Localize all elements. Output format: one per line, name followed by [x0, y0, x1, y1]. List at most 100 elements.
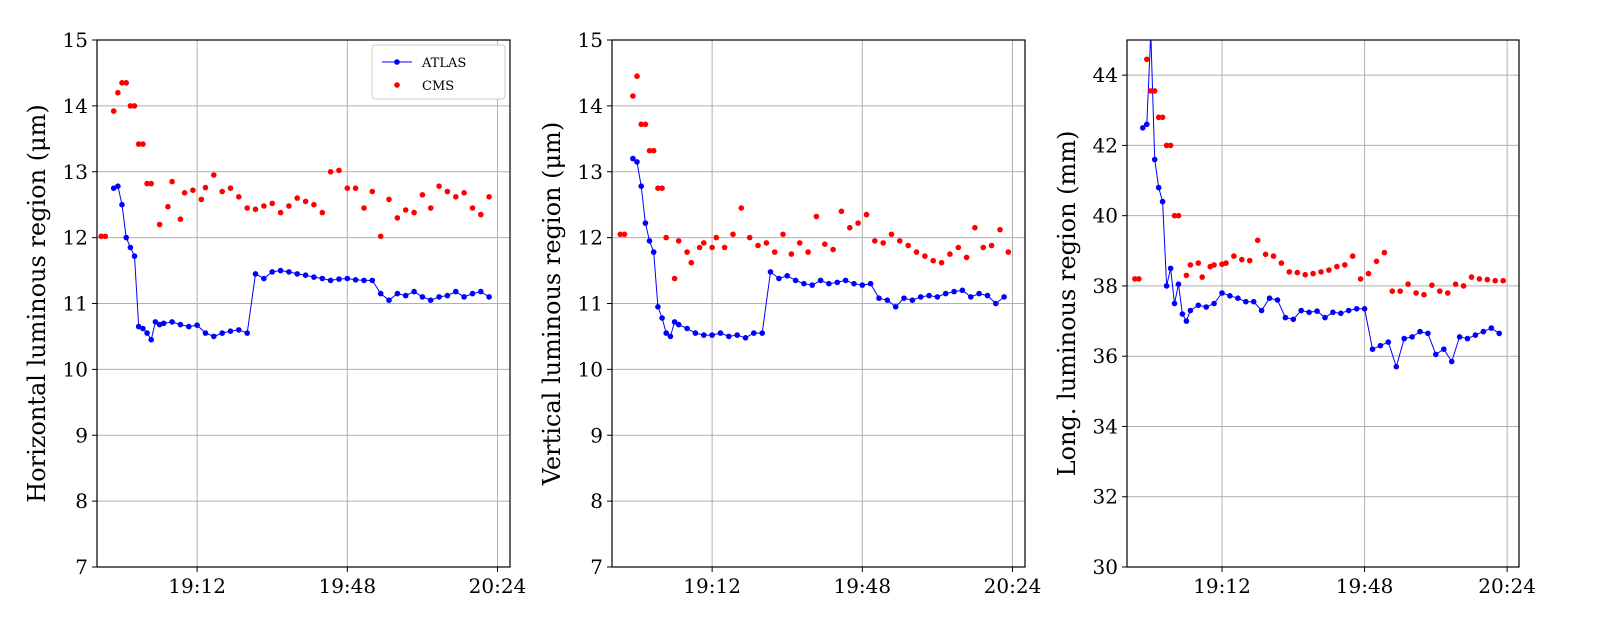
series-atlas	[1140, 40, 1502, 370]
plot-area	[98, 80, 492, 343]
data-point-atlas	[792, 277, 799, 284]
data-point-cms	[788, 251, 795, 257]
data-point-atlas	[148, 336, 154, 343]
data-point-atlas	[236, 327, 242, 333]
series-line-atlas	[113, 185, 490, 341]
y-axis-label: Long. luminous region (mm)	[1053, 131, 1081, 477]
data-point-cms	[997, 226, 1003, 233]
y-tick-label: 11	[578, 292, 603, 316]
data-point-atlas	[1144, 121, 1150, 128]
data-point-cms	[252, 206, 259, 213]
data-point-cms	[1262, 251, 1269, 258]
data-point-cms	[1468, 274, 1475, 280]
data-point-cms	[394, 215, 401, 221]
y-tick-label: 9	[590, 423, 603, 447]
data-point-atlas	[959, 287, 966, 294]
data-point-cms	[98, 233, 104, 240]
y-tick-label: 42	[1093, 133, 1118, 157]
data-point-atlas	[1353, 306, 1360, 312]
data-point-cms	[863, 211, 870, 218]
y-tick-label: 11	[63, 292, 88, 316]
data-point-atlas	[1290, 316, 1297, 323]
data-point-cms	[1148, 88, 1154, 94]
data-point-atlas	[436, 294, 442, 300]
data-point-cms	[972, 224, 978, 231]
series-cms	[98, 80, 492, 240]
data-point-cms	[361, 205, 367, 211]
data-point-atlas	[110, 185, 117, 191]
data-point-cms	[655, 185, 661, 191]
data-point-atlas	[826, 280, 832, 287]
data-point-atlas	[127, 244, 134, 251]
series-atlas	[630, 155, 1007, 341]
data-point-atlas	[311, 274, 317, 280]
data-point-cms	[701, 240, 707, 246]
data-point-cms	[181, 190, 188, 196]
data-point-cms	[1397, 288, 1403, 295]
data-point-atlas	[734, 332, 740, 338]
data-point-cms	[1460, 283, 1467, 289]
data-point-cms	[1144, 56, 1150, 63]
data-point-atlas	[1171, 300, 1178, 307]
data-point-cms	[755, 242, 761, 249]
data-point-atlas	[1401, 335, 1407, 342]
data-point-cms	[675, 238, 682, 244]
series-line-atlas	[632, 158, 1005, 339]
y-tick-label: 12	[63, 226, 88, 250]
data-point-atlas	[751, 330, 757, 336]
data-point-cms	[638, 121, 644, 128]
y-tick-label: 13	[63, 160, 88, 184]
data-point-cms	[955, 244, 962, 251]
data-point-atlas	[1183, 318, 1190, 324]
y-tick-label: 8	[75, 489, 88, 513]
data-point-atlas	[1179, 311, 1186, 317]
data-point-atlas	[144, 330, 150, 336]
data-point-atlas	[663, 330, 669, 336]
data-point-cms	[436, 183, 442, 189]
data-point-cms	[102, 233, 109, 240]
data-point-cms	[1167, 142, 1174, 149]
data-point-cms	[1136, 276, 1142, 282]
data-point-cms	[165, 203, 171, 210]
data-point-cms	[1334, 263, 1340, 270]
data-point-cms	[1231, 253, 1237, 259]
data-point-cms	[1195, 260, 1202, 266]
data-point-atlas	[801, 280, 807, 287]
data-point-cms	[377, 233, 384, 240]
data-point-cms	[872, 238, 878, 244]
data-point-atlas	[742, 335, 749, 341]
data-point-cms	[855, 220, 861, 226]
data-point-cms	[1294, 269, 1301, 276]
data-point-cms	[684, 249, 690, 255]
data-point-cms	[1171, 212, 1178, 219]
data-point-cms	[1342, 262, 1348, 268]
data-point-cms	[634, 73, 640, 79]
data-point-atlas	[269, 269, 276, 275]
data-point-atlas	[1448, 358, 1455, 365]
data-point-cms	[344, 185, 351, 191]
plot-area	[1132, 40, 1506, 370]
y-tick-label: 34	[1093, 414, 1118, 438]
data-point-cms	[880, 240, 886, 246]
data-point-cms	[1132, 276, 1138, 282]
legend-marker-atlas	[394, 59, 400, 65]
data-point-atlas	[177, 321, 184, 328]
y-tick-label: 15	[63, 28, 88, 52]
data-point-cms	[327, 169, 334, 175]
legend: ATLAS CMS	[371, 44, 506, 100]
data-point-atlas	[194, 322, 200, 329]
data-point-atlas	[1274, 297, 1281, 303]
data-point-atlas	[319, 275, 326, 282]
data-point-cms	[319, 209, 326, 216]
data-point-cms	[1405, 281, 1411, 288]
data-point-cms	[311, 201, 317, 208]
data-point-atlas	[1282, 314, 1289, 321]
data-point-atlas	[892, 304, 899, 310]
data-point-atlas	[115, 183, 121, 189]
data-point-cms	[980, 244, 987, 251]
data-point-atlas	[186, 323, 192, 330]
data-point-cms	[838, 208, 845, 215]
data-point-cms	[650, 147, 657, 154]
data-point-atlas	[1480, 328, 1487, 335]
data-point-atlas	[1345, 307, 1352, 314]
